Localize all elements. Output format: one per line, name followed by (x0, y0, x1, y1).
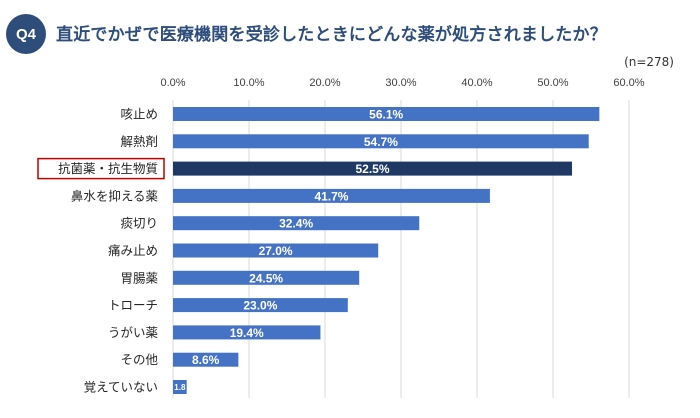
category-label: 胃腸薬 (120, 270, 158, 285)
category-label: 痛み止め (108, 243, 158, 258)
bar (173, 188, 490, 203)
x-tick-label: 50.0% (537, 77, 568, 89)
bar (173, 107, 600, 121)
bar (173, 216, 420, 231)
data-label: 19.4% (230, 326, 264, 340)
x-tick-label: 60.0% (613, 77, 644, 89)
bar (173, 270, 360, 285)
sample-size: (n=278) (624, 55, 674, 69)
bar (173, 325, 321, 340)
category-label: 鼻水を抑える薬 (71, 188, 159, 203)
data-label: 54.7% (364, 135, 398, 149)
category-label: 痰切り (120, 216, 158, 231)
category-label: トローチ (108, 298, 158, 313)
category-label: その他 (120, 352, 158, 367)
data-label: 52.5% (355, 162, 389, 176)
x-tick-label: 20.0% (309, 77, 340, 89)
chart-title: 直近でかぜで医療機関を受診したときにどんな薬が処方されましたか？ (56, 25, 607, 45)
data-label: 23.0% (243, 299, 277, 313)
data-label: 32.4% (279, 217, 313, 231)
x-tick-label: 30.0% (385, 77, 416, 89)
data-label: 56.1% (369, 108, 403, 122)
category-label: 咳止め (120, 107, 158, 122)
bar (173, 380, 187, 394)
data-label: 8.6% (192, 353, 220, 367)
data-label: 24.5% (249, 271, 283, 285)
bar (173, 134, 589, 149)
bar (173, 298, 348, 313)
category-label: 解熱剤 (120, 134, 158, 149)
category-label: 抗菌薬・抗生物質 (58, 161, 158, 176)
x-tick-label: 40.0% (461, 77, 492, 89)
data-label: 27.0% (259, 244, 293, 258)
highlight-box (37, 157, 165, 180)
bar (173, 352, 239, 367)
category-label: うがい薬 (108, 325, 159, 340)
question-badge: Q4 (6, 14, 46, 54)
x-tick-label: 0.0% (160, 77, 185, 89)
data-label: 41.7% (314, 189, 348, 203)
data-label: 1.8 (174, 383, 186, 392)
category-label: 覚えていない (84, 380, 158, 395)
bar (173, 161, 572, 176)
x-tick-label: 10.0% (233, 77, 264, 89)
bar (173, 243, 379, 258)
